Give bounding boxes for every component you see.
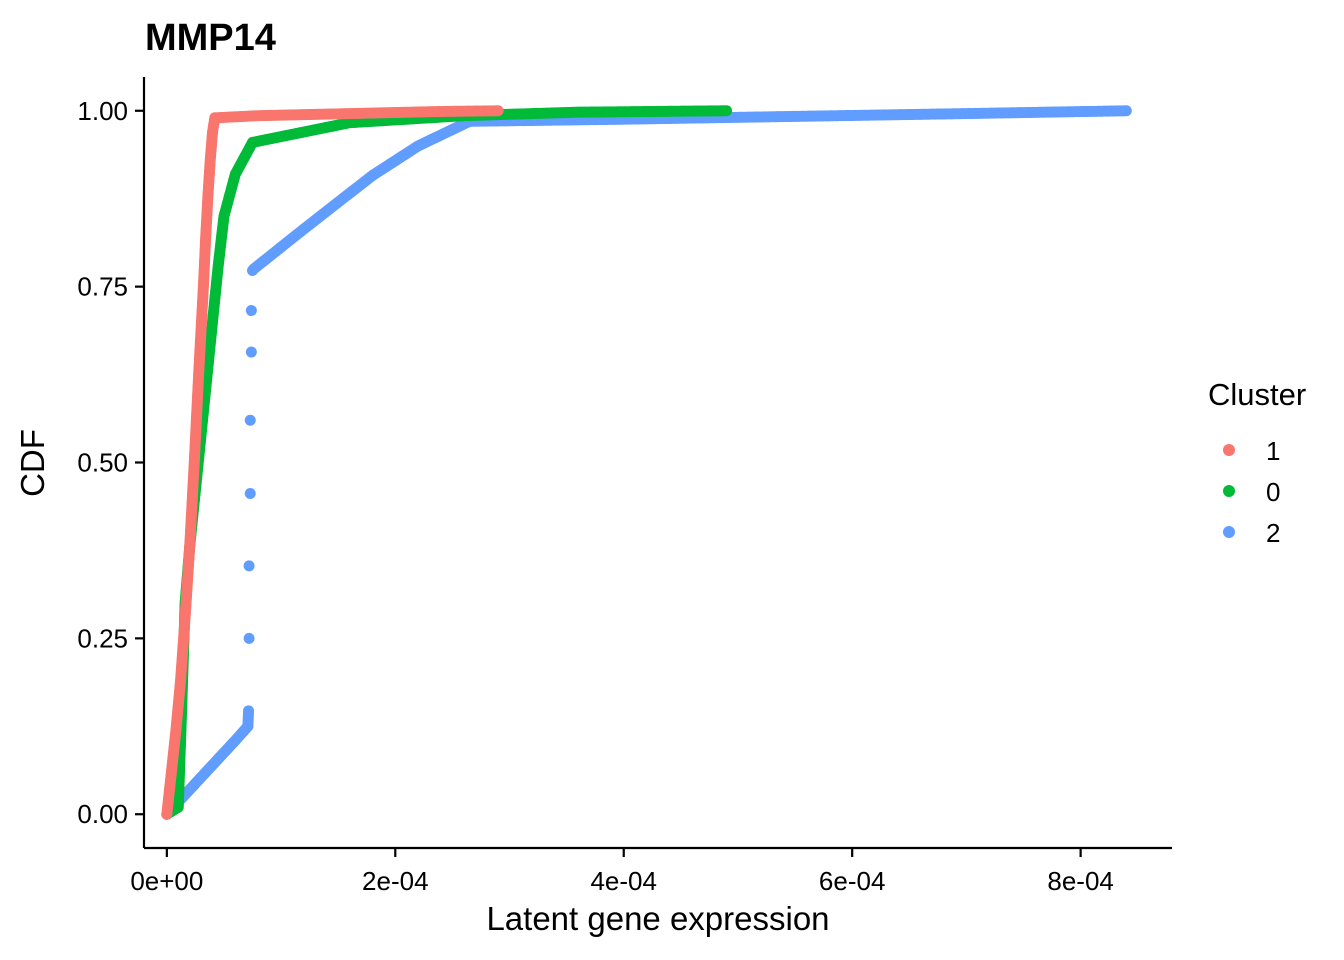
data-point — [1120, 105, 1132, 117]
legend-items: 1 0 2 — [1223, 436, 1280, 548]
data-point — [244, 487, 256, 499]
legend-key — [1223, 444, 1235, 456]
legend-label: 1 — [1266, 436, 1280, 466]
data-point — [243, 632, 255, 644]
data-point — [244, 414, 256, 426]
x-axis-title: Latent gene expression — [486, 900, 829, 937]
legend-key — [1223, 485, 1235, 497]
legend-title: Cluster — [1208, 377, 1306, 412]
y-tick-label: 0.75 — [77, 272, 128, 302]
chart-title: MMP14 — [145, 17, 276, 59]
y-tick-label: 0.25 — [77, 623, 128, 653]
x-tick-label: 6e-04 — [819, 866, 886, 896]
y-axis-title: CDF — [14, 429, 51, 497]
series-1 — [161, 105, 504, 820]
y-axis-ticks: 0.00 0.25 0.50 0.75 1.00 — [77, 96, 144, 829]
data-point — [721, 105, 733, 117]
x-tick-label: 2e-04 — [362, 866, 429, 896]
legend-key — [1223, 526, 1235, 538]
x-tick-label: 8e-04 — [1047, 866, 1114, 896]
y-tick-label: 1.00 — [77, 96, 128, 126]
x-tick-label: 4e-04 — [590, 866, 657, 896]
data-point — [492, 105, 504, 117]
series-layer — [161, 105, 1132, 820]
legend-label: 2 — [1266, 518, 1280, 548]
y-tick-label: 0.00 — [77, 799, 128, 829]
x-tick-label: 0e+00 — [130, 866, 203, 896]
data-point — [243, 705, 255, 717]
x-axis-ticks: 0e+00 2e-04 4e-04 6e-04 8e-04 — [130, 848, 1114, 896]
legend-label: 0 — [1266, 477, 1280, 507]
data-point — [245, 346, 257, 358]
legend: Cluster 1 0 2 — [1208, 377, 1306, 548]
y-tick-label: 0.50 — [77, 448, 128, 478]
data-point — [245, 305, 257, 317]
series-2 — [161, 105, 1132, 820]
data-point — [243, 560, 255, 572]
